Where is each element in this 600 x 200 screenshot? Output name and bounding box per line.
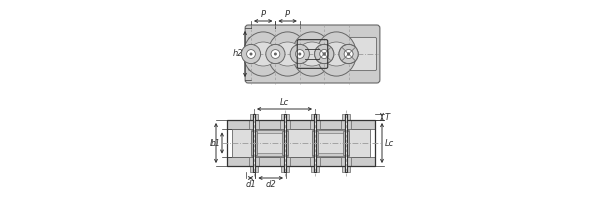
Ellipse shape (273, 42, 302, 66)
Text: T: T (385, 112, 389, 122)
Text: d2: d2 (265, 180, 276, 189)
Circle shape (344, 50, 353, 58)
Ellipse shape (298, 42, 326, 66)
Bar (253, 133, 287, 153)
Circle shape (241, 44, 260, 64)
Bar (281, 166, 289, 172)
Bar (343, 114, 350, 120)
Circle shape (295, 50, 304, 58)
Circle shape (250, 53, 252, 55)
Circle shape (323, 53, 325, 55)
Bar (341, 120, 350, 129)
Circle shape (339, 44, 358, 64)
Bar (313, 133, 347, 153)
Circle shape (275, 53, 276, 55)
Ellipse shape (249, 42, 278, 66)
Bar (345, 114, 347, 172)
Bar (281, 114, 289, 120)
Circle shape (314, 44, 334, 64)
Text: d1: d1 (245, 180, 256, 189)
Circle shape (299, 53, 301, 55)
Circle shape (339, 44, 358, 64)
Bar (283, 131, 287, 155)
Ellipse shape (292, 32, 332, 76)
Circle shape (247, 50, 256, 58)
Circle shape (344, 50, 353, 58)
Bar (280, 120, 290, 129)
Circle shape (348, 53, 349, 55)
Bar (313, 130, 349, 156)
Text: L: L (210, 138, 214, 148)
Bar (227, 120, 375, 166)
Circle shape (266, 44, 285, 64)
Bar (250, 120, 259, 129)
FancyBboxPatch shape (248, 37, 377, 71)
Bar (250, 166, 257, 172)
Bar (253, 114, 255, 172)
Circle shape (320, 50, 329, 58)
Text: h2: h2 (233, 49, 244, 58)
Circle shape (323, 53, 325, 55)
Bar (343, 131, 349, 155)
Bar (250, 157, 259, 166)
Text: P: P (285, 10, 290, 19)
Ellipse shape (317, 32, 356, 76)
Bar (341, 157, 350, 166)
Bar (310, 120, 320, 129)
Bar (310, 157, 320, 166)
Bar (227, 120, 375, 129)
Bar (284, 114, 286, 172)
Bar (314, 114, 316, 172)
Circle shape (320, 50, 329, 58)
Bar (343, 166, 350, 172)
Text: Lc: Lc (280, 98, 289, 107)
Circle shape (290, 44, 310, 64)
Circle shape (314, 44, 334, 64)
Ellipse shape (244, 32, 283, 76)
Bar (232, 129, 370, 157)
Bar (251, 131, 257, 155)
Bar (250, 114, 257, 120)
Circle shape (348, 53, 349, 55)
Bar (311, 114, 319, 120)
Bar (251, 130, 287, 156)
Bar (313, 131, 317, 155)
Ellipse shape (322, 42, 351, 66)
Text: Lc: Lc (385, 138, 394, 148)
Bar (280, 157, 290, 166)
Text: P: P (261, 10, 266, 19)
Text: h1: h1 (211, 138, 221, 148)
Bar (311, 166, 319, 172)
Ellipse shape (268, 32, 307, 76)
FancyBboxPatch shape (245, 25, 380, 83)
Circle shape (271, 50, 280, 58)
Bar (227, 157, 375, 166)
